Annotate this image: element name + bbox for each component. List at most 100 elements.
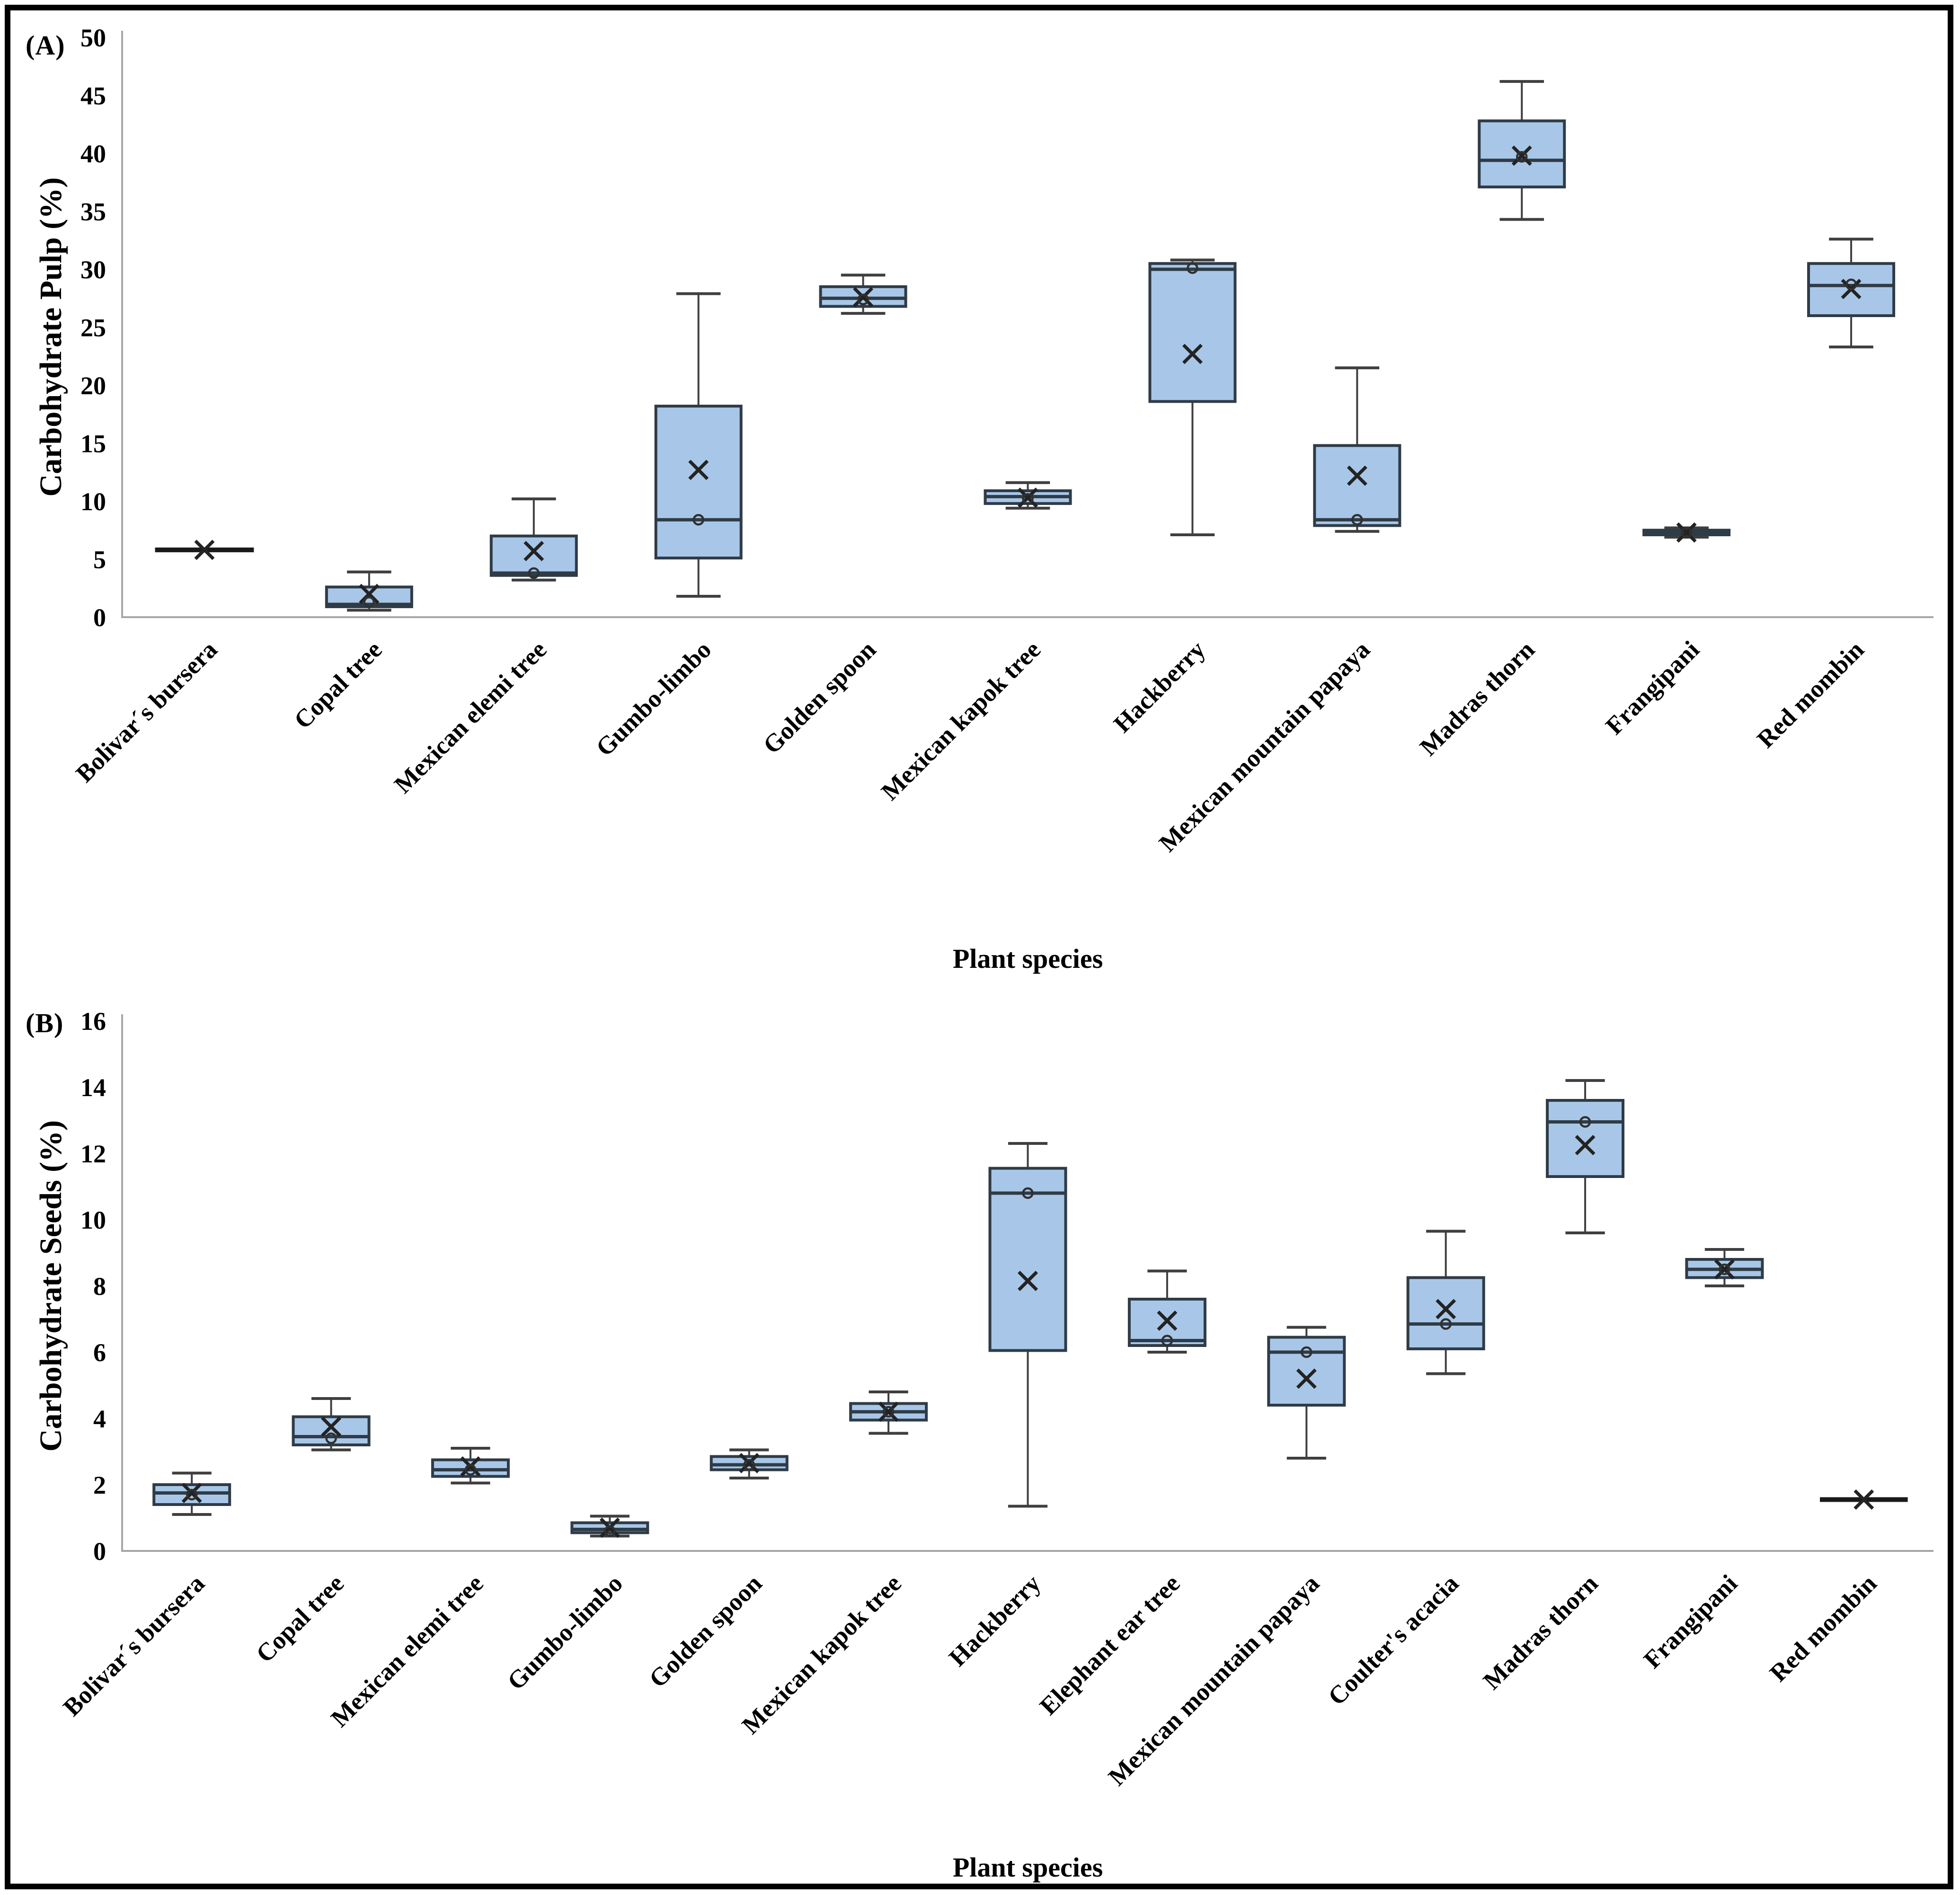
box-madras-thorn	[1546, 1099, 1625, 1178]
datapoint-madras-thorn	[1579, 1116, 1591, 1128]
y-tick-label: 30	[80, 256, 106, 284]
category-label-red-mombin: Red mombin	[1765, 1569, 1882, 1687]
y-tick-label: 20	[80, 372, 106, 400]
y-tick-label: 50	[80, 24, 106, 52]
mean-marker-mexican-mountain-papaya	[1347, 465, 1367, 486]
box-mexican-mountain-papaya	[1313, 444, 1401, 527]
category-label-bolivar-s-bursera: Bolivar´s bursera	[58, 1569, 210, 1721]
box-copal-tree	[292, 1415, 371, 1446]
mean-marker-golden-spoon	[853, 287, 874, 308]
datapoint-coulter-s-acacia	[1440, 1318, 1452, 1330]
mean-marker-mexican-elemi-tree	[460, 1456, 481, 1477]
category-label-mexican-kapok-tree: Mexican kapok tree	[737, 1569, 907, 1739]
mean-marker-madras-thorn	[1575, 1135, 1596, 1155]
datapoint-madras-thorn	[1516, 151, 1528, 163]
category-label-madras-thorn: Madras thorn	[1415, 636, 1540, 761]
y-tick-label: 4	[93, 1405, 106, 1433]
datapoint-golden-spoon	[857, 293, 869, 305]
y-tick-label: 10	[80, 1206, 106, 1234]
y-tick-label: 35	[80, 198, 106, 226]
y-tick-label: 14	[80, 1073, 106, 1102]
category-label-hackberry: Hackberry	[944, 1569, 1046, 1672]
mean-marker-mexican-elemi-tree	[523, 540, 544, 561]
category-label-mexican-kapok-tree: Mexican kapok tree	[876, 636, 1046, 806]
datapoint-mexican-mountain-papaya	[1351, 514, 1363, 526]
category-label-golden-spoon: Golden spoon	[644, 1569, 767, 1693]
boxplot-panel-b: 0 2 4 6 8 10 12 14 16 Bolivar´s bursera Copal tree…	[58, 1007, 1933, 1791]
y-tick-label: 15	[80, 430, 106, 458]
box-mexican-elemi-tree	[489, 534, 578, 577]
category-label-copal-tree: Copal tree	[251, 1569, 349, 1668]
datapoint-golden-spoon	[743, 1459, 755, 1471]
datapoint-mexican-elemi-tree	[528, 567, 540, 579]
category-label-gumbo-limbo: Gumbo-limbo	[502, 1569, 628, 1695]
category-label-coulter-s-acacia: Coulter's acacia	[1323, 1569, 1464, 1710]
category-label-red-mombin: Red mombin	[1752, 636, 1869, 753]
mean-marker-gumbo-limbo	[688, 460, 709, 480]
panel-b-x-axis-title: Plant species	[952, 1852, 1103, 1883]
datapoint-hackberry	[1187, 262, 1198, 274]
mean-marker-hackberry	[1182, 344, 1203, 364]
datapoint-mexican-elemi-tree	[464, 1464, 477, 1476]
datapoint-copal-tree	[325, 1432, 337, 1444]
category-label-golden-spoon: Golden spoon	[758, 636, 881, 759]
mean-marker-coulter-s-acacia	[1436, 1299, 1456, 1319]
datapoint-mexican-kapok-tree	[1022, 493, 1034, 505]
mean-marker-bolivar-s-bursera	[181, 1483, 202, 1503]
y-tick-label: 2	[93, 1471, 106, 1499]
mean-marker-mexican-kapok-tree	[1018, 487, 1038, 508]
panel-a-label: (A)	[26, 30, 65, 61]
box-gumbo-limbo	[654, 405, 743, 560]
mean-marker-red-mombin	[1854, 1489, 1874, 1510]
boxplot-panel-a: 0 5 10 15 20 25 30 35 40 45 50 Bolivar´s bursera Cop…	[71, 24, 1933, 857]
datapoint-red-mombin	[1845, 278, 1857, 291]
datapoint-elephant-ear-tree	[1161, 1335, 1173, 1346]
category-label-frangipani: Frangipani	[1639, 1569, 1743, 1674]
box-elephant-ear-tree	[1127, 1298, 1206, 1347]
mean-marker-hackberry	[1018, 1271, 1038, 1291]
category-label-frangipani: Frangipani	[1601, 636, 1705, 740]
datapoint-bolivar-s-bursera	[186, 1488, 198, 1501]
category-label-hackberry: Hackberry	[1109, 636, 1211, 738]
y-tick-label: 25	[80, 314, 106, 342]
y-tick-label: 16	[80, 1007, 106, 1036]
y-tick-label: 6	[93, 1338, 106, 1367]
box-hackberry	[1148, 262, 1237, 403]
datapoint-frangipani	[1719, 1263, 1730, 1275]
mean-marker-madras-thorn	[1511, 145, 1532, 166]
mean-marker-mexican-kapok-tree	[878, 1401, 899, 1422]
mean-marker-elephant-ear-tree	[1157, 1311, 1178, 1331]
datapoint-frangipani	[1680, 526, 1693, 539]
panel-a-x-axis-title: Plant species	[952, 943, 1103, 974]
box-hackberry	[988, 1167, 1067, 1352]
mean-marker-golden-spoon	[739, 1453, 760, 1473]
box-coulter-s-acacia	[1406, 1276, 1485, 1350]
category-label-gumbo-limbo: Gumbo-limbo	[591, 636, 717, 762]
y-tick-label: 0	[93, 603, 106, 632]
category-label-copal-tree: Copal tree	[289, 636, 387, 734]
datapoint-mexican-kapok-tree	[882, 1406, 895, 1418]
category-label-mexican-elemi-tree: Mexican elemi tree	[326, 1569, 488, 1732]
mean-marker-gumbo-limbo	[599, 1517, 620, 1538]
datapoint-mexican-mountain-papaya	[1301, 1346, 1313, 1358]
panel-b-label: (B)	[26, 1008, 64, 1038]
mean-marker-bolivar-s-bursera	[194, 540, 215, 560]
y-tick-label: 5	[93, 546, 106, 574]
datapoint-gumbo-limbo	[692, 514, 704, 526]
y-tick-label: 10	[80, 487, 106, 516]
datapoint-hackberry	[1022, 1187, 1034, 1199]
y-tick-label: 8	[93, 1272, 106, 1301]
category-label-mexican-elemi-tree: Mexican elemi tree	[389, 636, 552, 798]
datapoint-gumbo-limbo	[604, 1525, 616, 1537]
y-tick-label: 40	[80, 140, 106, 168]
datapoint-copal-tree	[363, 596, 375, 608]
category-label-bolivar-s-bursera: Bolivar´s bursera	[71, 636, 222, 788]
y-tick-label: 0	[93, 1537, 106, 1566]
box-mexican-mountain-papaya	[1267, 1336, 1346, 1407]
mean-marker-copal-tree	[321, 1417, 342, 1437]
y-tick-label: 45	[80, 82, 106, 110]
y-tick-label: 12	[80, 1140, 106, 1168]
mean-marker-frangipani	[1676, 522, 1697, 543]
mean-marker-frangipani	[1714, 1259, 1735, 1280]
